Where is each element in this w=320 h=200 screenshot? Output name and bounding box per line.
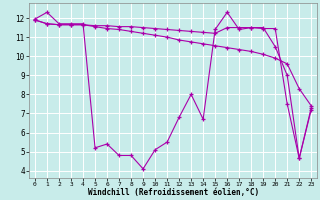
X-axis label: Windchill (Refroidissement éolien,°C): Windchill (Refroidissement éolien,°C) — [88, 188, 259, 197]
